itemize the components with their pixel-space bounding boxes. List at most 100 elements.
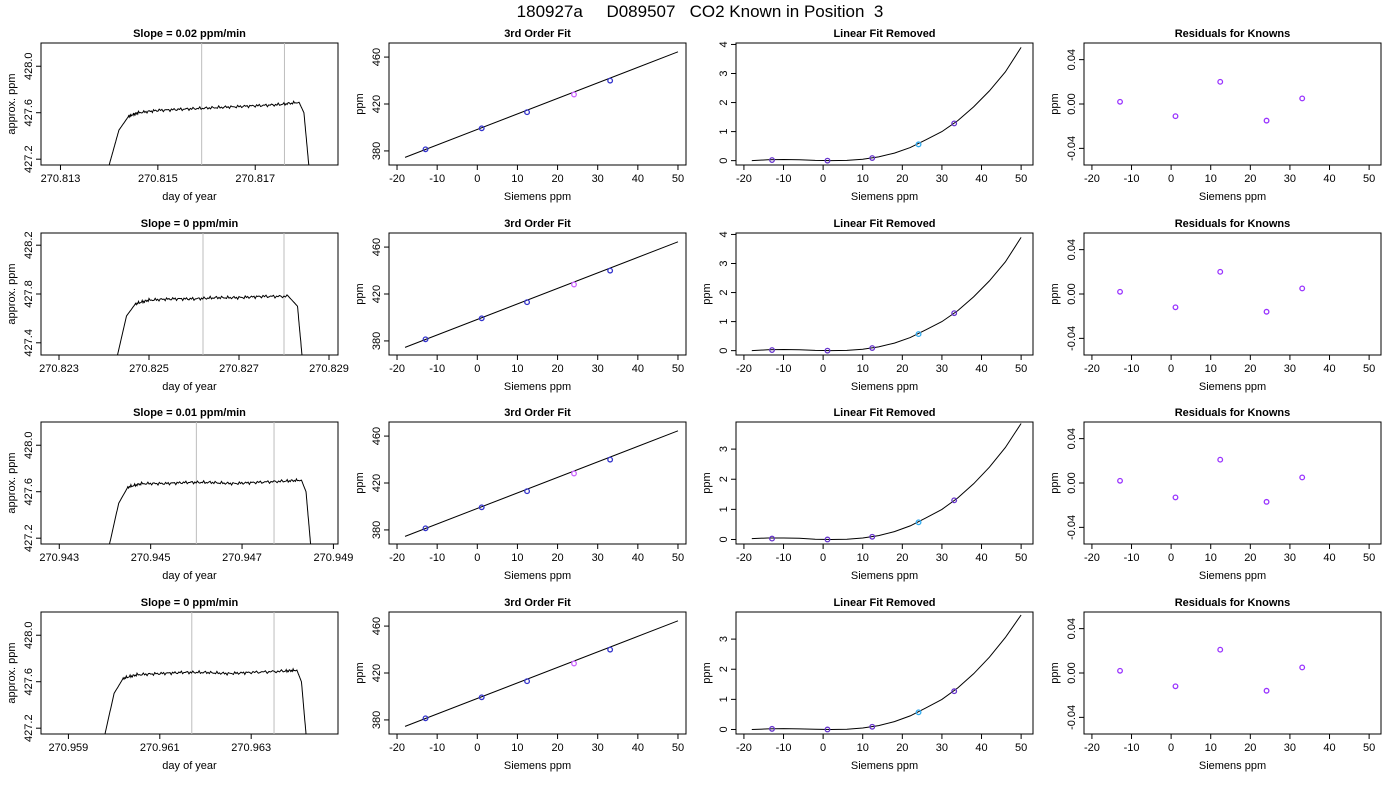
x-tick-label: 0 bbox=[1168, 742, 1174, 754]
chart-panel-r1-c2: 3rd Order Fit -20 -10 0 10 20 30 40 50 380 420 460 S… bbox=[354, 28, 687, 203]
fit-line bbox=[404, 620, 679, 727]
data-point bbox=[915, 519, 922, 526]
y-tick-label: 380 bbox=[371, 332, 383, 350]
x-tick-label: 270.963 bbox=[231, 742, 271, 754]
y-tick-label: 0.04 bbox=[1066, 239, 1078, 260]
chart-panel-r1-c1: Slope = 0.02 ppm/min 270.813 270.815 270.81… bbox=[6, 28, 339, 203]
x-tick-label: 20 bbox=[896, 363, 908, 375]
plot-frame bbox=[1083, 611, 1382, 735]
plot-frame bbox=[40, 42, 339, 166]
x-tick-label: -20 bbox=[1084, 552, 1100, 564]
y-tick-label: 427.4 bbox=[23, 329, 35, 357]
y-tick-label: 427.2 bbox=[23, 524, 35, 552]
chart-title: Slope = 0.02 ppm/min bbox=[133, 28, 246, 40]
x-tick-label: 40 bbox=[975, 363, 987, 375]
x-tick-label: 20 bbox=[551, 173, 563, 185]
y-tick-label: 380 bbox=[371, 521, 383, 539]
x-tick-label: 50 bbox=[1363, 363, 1375, 375]
y-tick-label: 3 bbox=[718, 70, 730, 76]
chart-panel-r3-c3: Linear Fit Removed -20 -10 0 10 20 30 40 50 0 1 2 3 S… bbox=[701, 407, 1034, 582]
data-point bbox=[951, 688, 958, 695]
y-tick-label: 428.2 bbox=[23, 231, 35, 259]
y-tick-label: 427.2 bbox=[23, 714, 35, 742]
data-point bbox=[478, 125, 485, 132]
y-tick-label: 0.04 bbox=[1066, 49, 1078, 70]
x-tick-label: 270.827 bbox=[219, 363, 259, 375]
x-tick-label: 20 bbox=[896, 173, 908, 185]
data-point bbox=[951, 497, 958, 504]
x-tick-label: -20 bbox=[389, 363, 405, 375]
chart-title: Slope = 0 ppm/min bbox=[141, 597, 239, 609]
data-point bbox=[422, 715, 429, 722]
plot-area bbox=[751, 47, 1022, 164]
data-point bbox=[1172, 683, 1179, 690]
y-axis-label: ppm bbox=[701, 662, 713, 683]
plot-frame bbox=[735, 611, 1034, 735]
fit-line bbox=[404, 430, 679, 537]
y-axis-label: approx. ppm bbox=[6, 263, 18, 324]
x-tick-label: -20 bbox=[389, 742, 405, 754]
y-tick-label: 4 bbox=[718, 231, 730, 237]
data-point bbox=[1263, 687, 1270, 694]
chart-panel-r2-c4: Residuals for Knowns -20 -10 0 10 20 30 40 50 -0.… bbox=[1049, 218, 1382, 393]
x-tick-label: -10 bbox=[429, 173, 445, 185]
x-tick-label: -10 bbox=[1124, 552, 1140, 564]
y-tick-label: 0 bbox=[718, 726, 730, 732]
x-tick-label: 30 bbox=[592, 742, 604, 754]
data-point bbox=[1172, 494, 1179, 501]
series-line bbox=[117, 294, 303, 355]
y-tick-label: 427.8 bbox=[23, 280, 35, 308]
x-tick-label: 270.813 bbox=[41, 173, 81, 185]
fit-line bbox=[404, 241, 679, 348]
y-tick-label: 4 bbox=[718, 41, 730, 47]
data-point bbox=[1172, 304, 1179, 311]
x-tick-label: -20 bbox=[1084, 173, 1100, 185]
x-tick-label: 50 bbox=[1015, 552, 1027, 564]
x-tick-label: 270.961 bbox=[140, 742, 180, 754]
y-tick-label: 460 bbox=[371, 617, 383, 635]
data-point bbox=[607, 646, 614, 653]
data-point bbox=[478, 694, 485, 701]
x-tick-label: 270.823 bbox=[39, 363, 79, 375]
data-point bbox=[607, 267, 614, 274]
y-axis-label: ppm bbox=[1049, 93, 1061, 114]
plot-frame bbox=[40, 611, 339, 735]
x-tick-label: 50 bbox=[1015, 173, 1027, 185]
data-point bbox=[769, 347, 775, 354]
x-tick-label: 40 bbox=[1323, 363, 1335, 375]
plot-area bbox=[104, 612, 307, 734]
y-tick-label: 0.04 bbox=[1066, 428, 1078, 449]
y-tick-label: 2 bbox=[718, 99, 730, 105]
y-tick-label: -0.04 bbox=[1066, 515, 1078, 540]
data-point bbox=[422, 336, 429, 343]
x-tick-label: 30 bbox=[1284, 363, 1296, 375]
x-tick-label: 10 bbox=[511, 552, 523, 564]
x-tick-label: 10 bbox=[1205, 742, 1217, 754]
x-tick-label: -20 bbox=[1084, 742, 1100, 754]
plot-area bbox=[1117, 78, 1306, 124]
data-point bbox=[524, 299, 531, 306]
y-axis-label: ppm bbox=[701, 472, 713, 493]
x-tick-label: 10 bbox=[511, 173, 523, 185]
x-tick-label: 270.943 bbox=[39, 552, 79, 564]
data-point bbox=[1117, 667, 1123, 674]
x-tick-label: 20 bbox=[896, 552, 908, 564]
x-axis-label: day of year bbox=[162, 570, 217, 582]
x-tick-label: -10 bbox=[1124, 363, 1140, 375]
data-point bbox=[524, 488, 531, 495]
data-point bbox=[824, 536, 831, 543]
y-axis-label: ppm bbox=[354, 283, 366, 304]
plot-area bbox=[1117, 646, 1306, 694]
y-tick-label: 0 bbox=[718, 158, 730, 164]
x-tick-label: 30 bbox=[1284, 742, 1296, 754]
x-tick-label: 0 bbox=[474, 552, 480, 564]
y-tick-label: 420 bbox=[371, 285, 383, 303]
x-tick-label: 40 bbox=[632, 363, 644, 375]
y-tick-label: 0.04 bbox=[1066, 618, 1078, 639]
x-tick-label: 0 bbox=[474, 363, 480, 375]
y-tick-label: 428.0 bbox=[23, 621, 35, 649]
x-tick-label: 30 bbox=[936, 552, 948, 564]
y-tick-label: 427.6 bbox=[23, 478, 35, 506]
plot-frame bbox=[1083, 421, 1382, 545]
data-point bbox=[769, 157, 775, 164]
